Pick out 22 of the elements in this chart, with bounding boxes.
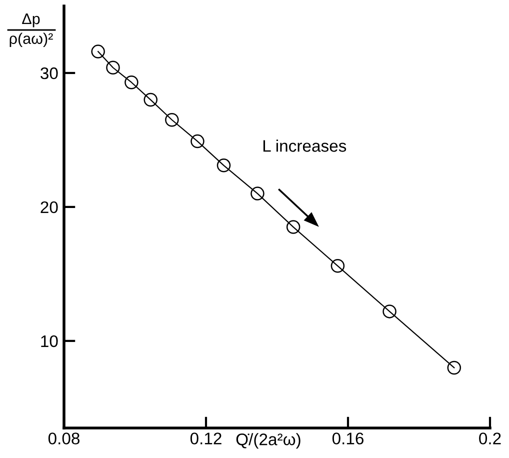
- y-tick-label: 10: [41, 335, 58, 348]
- point: [144, 92, 158, 107]
- point: [190, 134, 204, 148]
- x-tick-label: 0.2: [479, 432, 501, 444]
- y-tick-label: 20: [40, 201, 58, 214]
- x-tick-label: 0.12: [190, 432, 222, 444]
- point: [124, 75, 138, 90]
- x-tick-label: 0.16: [332, 432, 364, 444]
- x-axis-title: Q̇/(2a²ω): [236, 433, 300, 449]
- point: [216, 158, 231, 172]
- point: [286, 220, 300, 234]
- y-axis-title: Δp ρ(aω)²: [10, 14, 53, 48]
- x-tick-label: 0.08: [48, 432, 80, 444]
- point: [330, 259, 345, 273]
- y-tick-label: 30: [40, 67, 58, 80]
- point: [250, 186, 264, 200]
- point: [447, 360, 462, 375]
- point: [165, 113, 179, 127]
- annotation: L increases: [263, 140, 346, 152]
- point: [106, 60, 120, 74]
- point: [382, 304, 396, 318]
- point: [91, 44, 105, 58]
